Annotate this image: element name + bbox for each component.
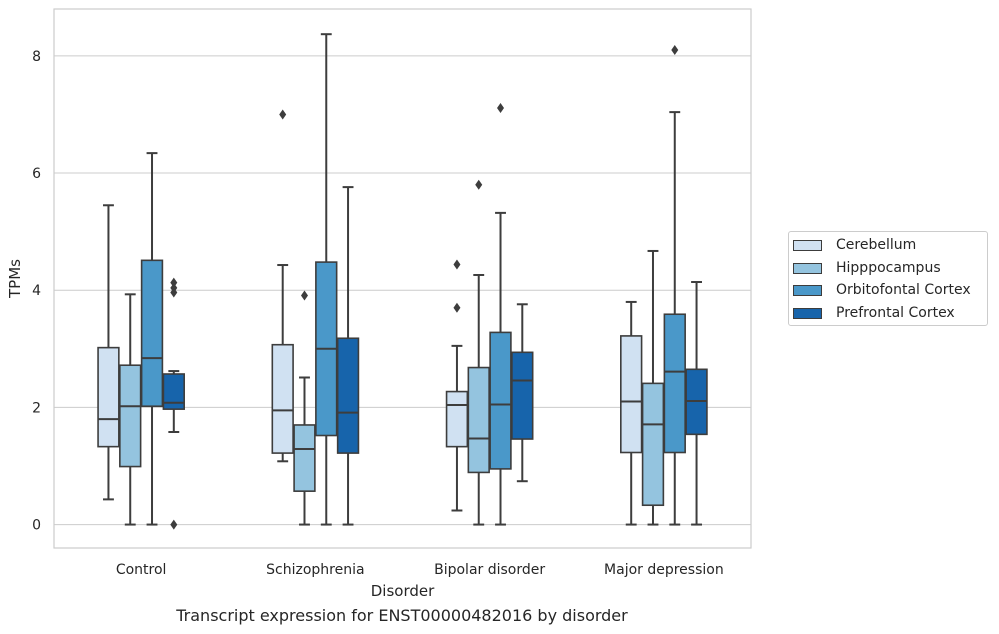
y-tick-label: 2 bbox=[32, 400, 41, 416]
y-tick-label: 0 bbox=[32, 518, 41, 534]
box bbox=[467, 366, 490, 474]
legend-item-hippocampus: Hipppocampus bbox=[793, 258, 941, 278]
y-tick-label: 4 bbox=[32, 283, 41, 299]
outlier-point bbox=[453, 259, 461, 270]
legend-swatch-orbitofrontal bbox=[793, 284, 822, 296]
box bbox=[336, 337, 360, 454]
box bbox=[271, 343, 294, 454]
legend-label-orbitofrontal: Orbitofontal Cortex bbox=[836, 282, 971, 298]
outlier-point bbox=[170, 519, 178, 530]
outlier-point bbox=[453, 302, 461, 313]
legend-item-prefrontal: Prefrontal Cortex bbox=[793, 303, 955, 323]
x-tick-label: Major depression bbox=[604, 562, 724, 578]
legend-label-prefrontal: Prefrontal Cortex bbox=[836, 305, 955, 321]
box bbox=[663, 313, 686, 454]
legend-item-cerebellum: Cerebellum bbox=[793, 235, 916, 255]
chart-caption: Transcript expression for ENST0000048201… bbox=[176, 606, 628, 625]
legend-swatch-cerebellum bbox=[793, 239, 822, 251]
x-axis-title: Disorder bbox=[371, 582, 435, 600]
outlier-point bbox=[671, 45, 679, 56]
outlier-point bbox=[279, 109, 287, 120]
legend: Cerebellum Hipppocampus Orbitofontal Cor… bbox=[788, 231, 988, 326]
outlier-point bbox=[170, 277, 178, 288]
outlier-point bbox=[475, 179, 483, 190]
box bbox=[97, 346, 120, 448]
y-axis-title: TPMs bbox=[6, 259, 24, 299]
legend-item-orbitofrontal: Orbitofontal Cortex bbox=[793, 280, 971, 300]
box bbox=[511, 351, 534, 440]
outlier-point bbox=[170, 282, 178, 293]
box bbox=[140, 259, 164, 408]
legend-swatch-prefrontal bbox=[793, 307, 822, 319]
box bbox=[620, 335, 643, 454]
box bbox=[162, 373, 185, 410]
box bbox=[489, 331, 512, 470]
outlier-point bbox=[497, 103, 505, 114]
x-tick-label: Schizophrenia bbox=[266, 562, 364, 578]
box bbox=[641, 382, 665, 507]
x-tick-label: Bipolar disorder bbox=[434, 562, 545, 578]
box bbox=[293, 424, 316, 492]
legend-label-cerebellum: Cerebellum bbox=[836, 237, 917, 253]
box bbox=[445, 390, 469, 448]
y-tick-label: 6 bbox=[32, 166, 41, 182]
outlier-point bbox=[300, 290, 308, 301]
legend-label-hippocampus: Hipppocampus bbox=[836, 260, 941, 276]
x-tick-label: Control bbox=[116, 562, 167, 578]
y-tick-label: 8 bbox=[32, 49, 41, 65]
legend-swatch-hippocampus bbox=[793, 262, 822, 274]
box bbox=[119, 364, 142, 468]
plot-frame bbox=[53, 8, 752, 549]
